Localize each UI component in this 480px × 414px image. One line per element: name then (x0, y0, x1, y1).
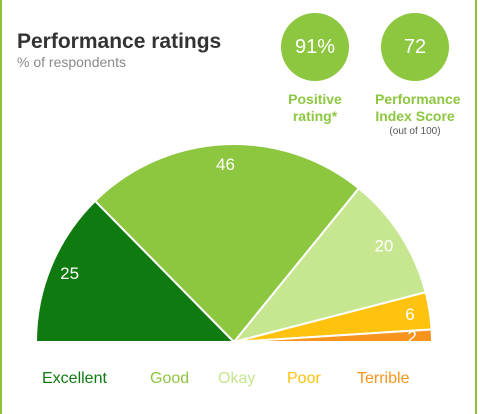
kpi-label-line: Performance (375, 91, 461, 107)
kpi-performance-index-label: Performance Index Score (out of 100) (375, 91, 461, 138)
kpi-positive-rating-label: Positive rating* (275, 91, 355, 125)
kpi-performance-index: 72 Performance Index Score (out of 100) (375, 13, 461, 138)
kpi-label-line: rating* (292, 108, 338, 124)
kpi-performance-index-value: 72 (381, 13, 449, 81)
kpi-label-line: Positive (288, 91, 342, 107)
gauge-value-label: 6 (405, 305, 414, 324)
kpi-positive-rating: 91% Positive rating* (275, 13, 355, 125)
gauge-slice-terrible (233, 328, 434, 343)
legend-item-poor: Poor (287, 370, 321, 387)
gauge-slice-good (93, 143, 361, 344)
kpi-label-line: Index Score (375, 108, 455, 124)
gauge-value-label: 25 (60, 264, 79, 283)
gauge-value-label: 46 (216, 155, 235, 174)
chart-title: Performance ratings (17, 30, 222, 53)
legend-item-okay: Okay (218, 370, 256, 387)
gauge-value-label: 2 (407, 327, 416, 346)
legend-item-excellent: Excellent (42, 370, 107, 387)
chart-subtitle: % of respondents (17, 54, 126, 70)
gauge-slice-okay (231, 186, 427, 344)
gauge-slices (34, 143, 434, 344)
gauge-value-labels: 25 46 20 6 2 (60, 155, 417, 346)
kpi-positive-rating-value: 91% (281, 13, 349, 81)
gauge-value-label: 20 (374, 237, 393, 256)
legend-item-terrible: Terrible (357, 370, 410, 387)
legend-item-good: Good (150, 370, 190, 387)
gauge-slice-excellent (34, 199, 237, 343)
kpi-note: (out of 100) (389, 126, 441, 137)
